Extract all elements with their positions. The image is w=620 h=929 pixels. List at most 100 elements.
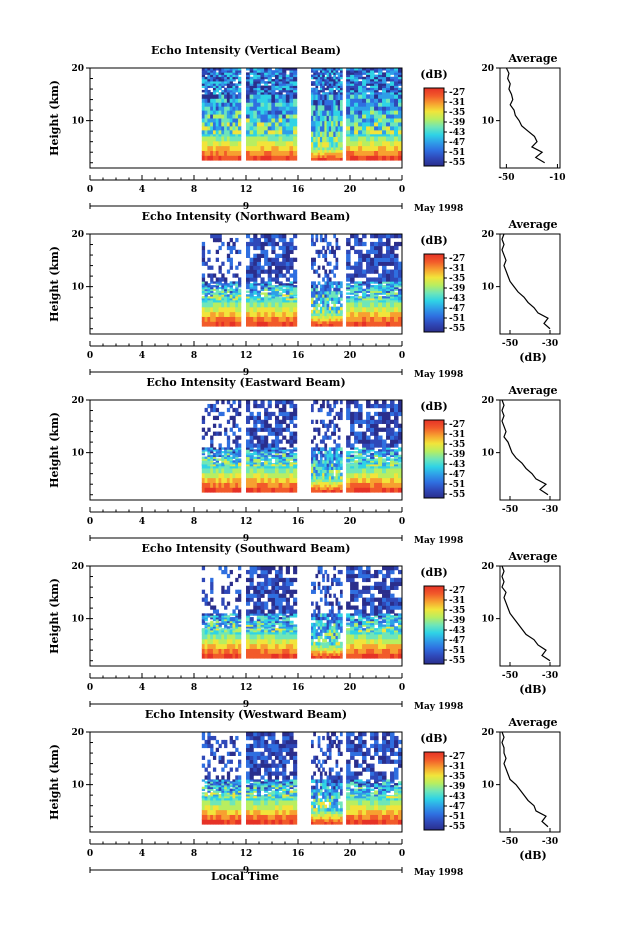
heatmap-cell bbox=[390, 249, 395, 255]
heatmap-cell bbox=[339, 484, 343, 488]
heatmap-cell bbox=[253, 487, 258, 493]
heatmap-cell bbox=[246, 301, 251, 308]
heatmap-cell bbox=[289, 135, 294, 142]
heatmap-cell bbox=[201, 472, 206, 479]
heatmap-cell bbox=[374, 403, 379, 409]
heatmap-cell bbox=[218, 648, 222, 654]
heatmap-cell bbox=[256, 261, 261, 266]
heatmap-cell bbox=[282, 145, 287, 151]
heatmap-cell bbox=[337, 83, 341, 86]
heatmap-cell bbox=[249, 577, 254, 583]
heatmap-cell bbox=[370, 286, 375, 290]
heatmap-cell bbox=[282, 234, 287, 239]
heatmap-cell bbox=[260, 593, 265, 598]
heatmap-cell bbox=[267, 638, 272, 645]
heatmap-cell bbox=[335, 154, 339, 158]
heatmap-cell bbox=[322, 655, 325, 659]
heatmap-cell bbox=[212, 118, 217, 123]
heatmap-cell bbox=[362, 462, 367, 465]
heatmap-cell bbox=[374, 106, 379, 111]
heatmap-cell bbox=[246, 618, 251, 622]
heatmap-cell bbox=[253, 68, 258, 71]
heatmap-cell bbox=[232, 622, 236, 625]
heatmap-cell bbox=[221, 121, 225, 127]
heatmap-cell bbox=[370, 114, 375, 119]
heatmap-cell bbox=[366, 423, 371, 428]
heatmap-cell bbox=[398, 449, 403, 452]
heatmap-cell bbox=[271, 628, 276, 631]
colorbar-tick-label: -27 bbox=[449, 254, 465, 264]
heatmap-cell bbox=[337, 626, 341, 630]
heatmap-cell bbox=[331, 472, 334, 477]
heatmap-cell bbox=[246, 114, 251, 119]
heatmap-cell bbox=[210, 613, 214, 616]
heatmap-cell bbox=[249, 92, 254, 95]
heatmap-cell bbox=[204, 72, 208, 75]
heatmap-cell bbox=[289, 629, 294, 633]
heatmap-cell bbox=[271, 87, 276, 91]
heatmap-cell bbox=[374, 321, 379, 327]
x-tick-label: 8 bbox=[191, 185, 197, 195]
colorbar bbox=[423, 419, 445, 499]
heatmap-cell bbox=[370, 72, 375, 75]
heatmap-cell bbox=[215, 285, 220, 288]
heatmap-cell bbox=[386, 155, 391, 161]
heatmap-cell bbox=[328, 403, 332, 409]
heatmap-cell bbox=[337, 609, 341, 614]
heatmap-cell bbox=[271, 110, 276, 115]
heatmap-cell bbox=[328, 125, 332, 132]
heatmap-cell bbox=[224, 451, 228, 454]
heatmap-cell bbox=[256, 70, 261, 73]
heatmap-cell bbox=[319, 110, 323, 116]
heatmap-cell bbox=[274, 83, 280, 86]
heatmap-cell bbox=[215, 114, 220, 119]
heatmap-cell bbox=[311, 589, 314, 594]
heatmap-cell bbox=[324, 616, 328, 621]
heatmap-cell bbox=[326, 141, 330, 148]
heatmap-cell bbox=[260, 569, 265, 575]
heatmap-cell bbox=[337, 635, 341, 640]
heatmap-cell bbox=[319, 249, 323, 255]
heatmap-cell bbox=[246, 269, 251, 274]
heatmap-cell bbox=[324, 644, 328, 649]
heatmap-cell bbox=[253, 296, 258, 299]
heatmap-cell bbox=[218, 94, 222, 99]
heatmap-cell bbox=[282, 403, 287, 409]
heatmap-cell bbox=[382, 265, 387, 270]
heatmap-cell bbox=[274, 70, 280, 73]
heatmap-cell bbox=[326, 318, 330, 322]
heatmap-cell bbox=[278, 462, 283, 465]
heatmap-cell bbox=[232, 472, 236, 479]
heatmap-cell bbox=[386, 245, 391, 251]
heatmap-cell bbox=[224, 125, 228, 131]
heatmap-cell bbox=[335, 472, 339, 477]
heatmap-cell bbox=[210, 463, 214, 467]
heatmap-cell bbox=[215, 415, 220, 421]
heatmap-cell bbox=[293, 628, 298, 631]
heatmap-cell bbox=[378, 118, 383, 123]
heatmap-cell bbox=[335, 284, 339, 289]
heatmap-cell bbox=[319, 237, 323, 243]
heatmap-cell bbox=[285, 622, 290, 625]
heatmap-cell bbox=[249, 452, 254, 456]
heatmap-cell bbox=[322, 306, 325, 311]
heatmap-cell bbox=[260, 135, 265, 142]
heatmap-cell bbox=[317, 131, 321, 137]
heatmap-cell bbox=[337, 89, 341, 93]
y-tick-label: 10 bbox=[71, 283, 84, 293]
heatmap-cell bbox=[315, 616, 319, 621]
heatmap-cell bbox=[210, 624, 214, 627]
colorbar-tick-label: -51 bbox=[449, 480, 465, 490]
heatmap-cell bbox=[264, 85, 269, 89]
heatmap-cell bbox=[390, 70, 395, 73]
heatmap-cell bbox=[249, 462, 254, 465]
heatmap-cell bbox=[278, 609, 283, 614]
heatmap-cell bbox=[289, 439, 294, 444]
heatmap-cell bbox=[390, 316, 395, 322]
heatmap-cell bbox=[319, 478, 323, 483]
heatmap-cell bbox=[282, 618, 287, 622]
heatmap-cell bbox=[354, 286, 359, 290]
heatmap-cell bbox=[382, 403, 387, 409]
heatmap-cell bbox=[346, 85, 351, 89]
heatmap-cell bbox=[274, 454, 280, 458]
